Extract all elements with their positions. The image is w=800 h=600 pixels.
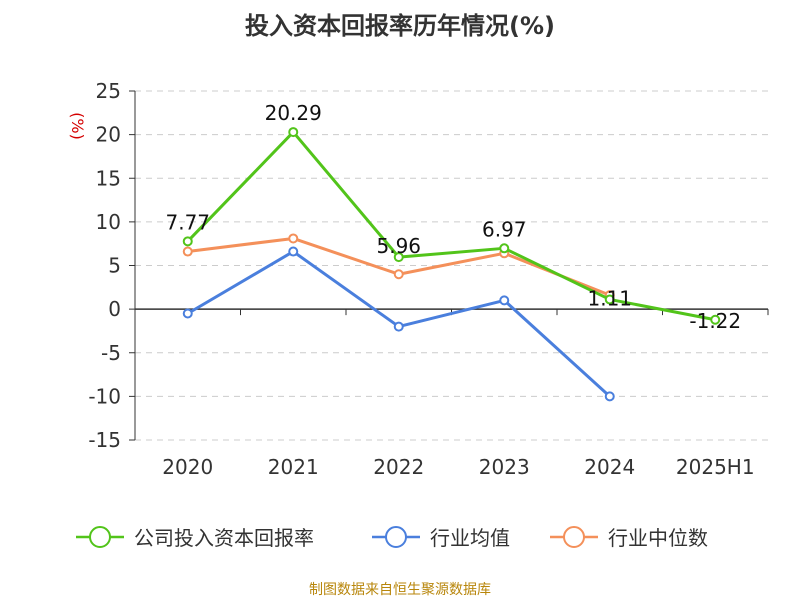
x-tick-label: 2022 — [373, 455, 424, 479]
grid-layer — [135, 90, 768, 441]
data-point[interactable] — [182, 308, 193, 319]
y-axis-label: (%) — [68, 112, 87, 140]
data-point[interactable] — [182, 246, 193, 257]
y-tick-label: 20 — [96, 123, 121, 147]
legend-item[interactable]: 行业中位数 — [550, 526, 708, 550]
data-label-layer: 7.77 20.29 5.96 6.97 1.11 -1.22 — [165, 101, 741, 333]
data-point[interactable] — [604, 391, 615, 402]
legend-label: 行业中位数 — [608, 526, 708, 550]
data-label: 6.97 — [482, 217, 527, 241]
axis-layer: 25 20 15 10 5 0 -5 -10 -15 2020 2021 2022 2023 2024 20… — [88, 79, 769, 479]
y-tick-label: -15 — [88, 428, 121, 452]
legend-marker-icon — [89, 526, 111, 548]
legend-item[interactable]: 公司投入资本回报率 — [76, 526, 314, 550]
data-label: 20.29 — [265, 101, 322, 125]
data-point[interactable] — [288, 233, 299, 244]
legend-label: 行业均值 — [430, 526, 510, 550]
data-label: 5.96 — [376, 234, 421, 258]
data-point[interactable] — [288, 246, 299, 257]
legend-item[interactable]: 行业均值 — [372, 526, 510, 550]
data-point[interactable] — [499, 295, 510, 306]
legend: 公司投入资本回报率 行业均值 行业中位数 — [76, 526, 708, 550]
data-point[interactable] — [499, 243, 510, 254]
series-line — [186, 130, 716, 322]
series-layer — [182, 127, 721, 402]
data-point[interactable] — [710, 314, 721, 325]
data-label: 1.11 — [587, 286, 632, 310]
y-tick-label: 15 — [96, 166, 121, 190]
y-tick-label: 5 — [108, 254, 121, 278]
x-tick-label: 2020 — [162, 455, 213, 479]
data-point[interactable] — [393, 269, 404, 280]
data-point[interactable] — [288, 127, 299, 138]
y-tick-label: -5 — [101, 341, 121, 365]
data-label: 7.77 — [165, 210, 210, 234]
data-point[interactable] — [393, 321, 404, 332]
y-tick-label: 0 — [108, 297, 121, 321]
legend-marker-icon — [563, 526, 585, 548]
data-point[interactable] — [182, 236, 193, 247]
x-tick-label: 2024 — [584, 455, 635, 479]
y-tick-label: 10 — [96, 210, 121, 234]
source-note: 制图数据来自恒生聚源数据库 — [309, 582, 491, 598]
y-tick-label: 25 — [96, 79, 121, 103]
legend-label: 公司投入资本回报率 — [134, 526, 314, 550]
x-tick-label: 2023 — [479, 455, 530, 479]
y-tick-label: -10 — [88, 384, 121, 408]
data-label: -1.22 — [689, 309, 741, 333]
x-tick-label: 2025H1 — [676, 455, 755, 479]
data-point[interactable] — [393, 252, 404, 263]
chart-title: 投入资本回报率历年情况(%) — [245, 12, 555, 40]
x-tick-label: 2021 — [268, 455, 319, 479]
legend-marker-icon — [385, 526, 407, 548]
data-point[interactable] — [604, 294, 615, 305]
